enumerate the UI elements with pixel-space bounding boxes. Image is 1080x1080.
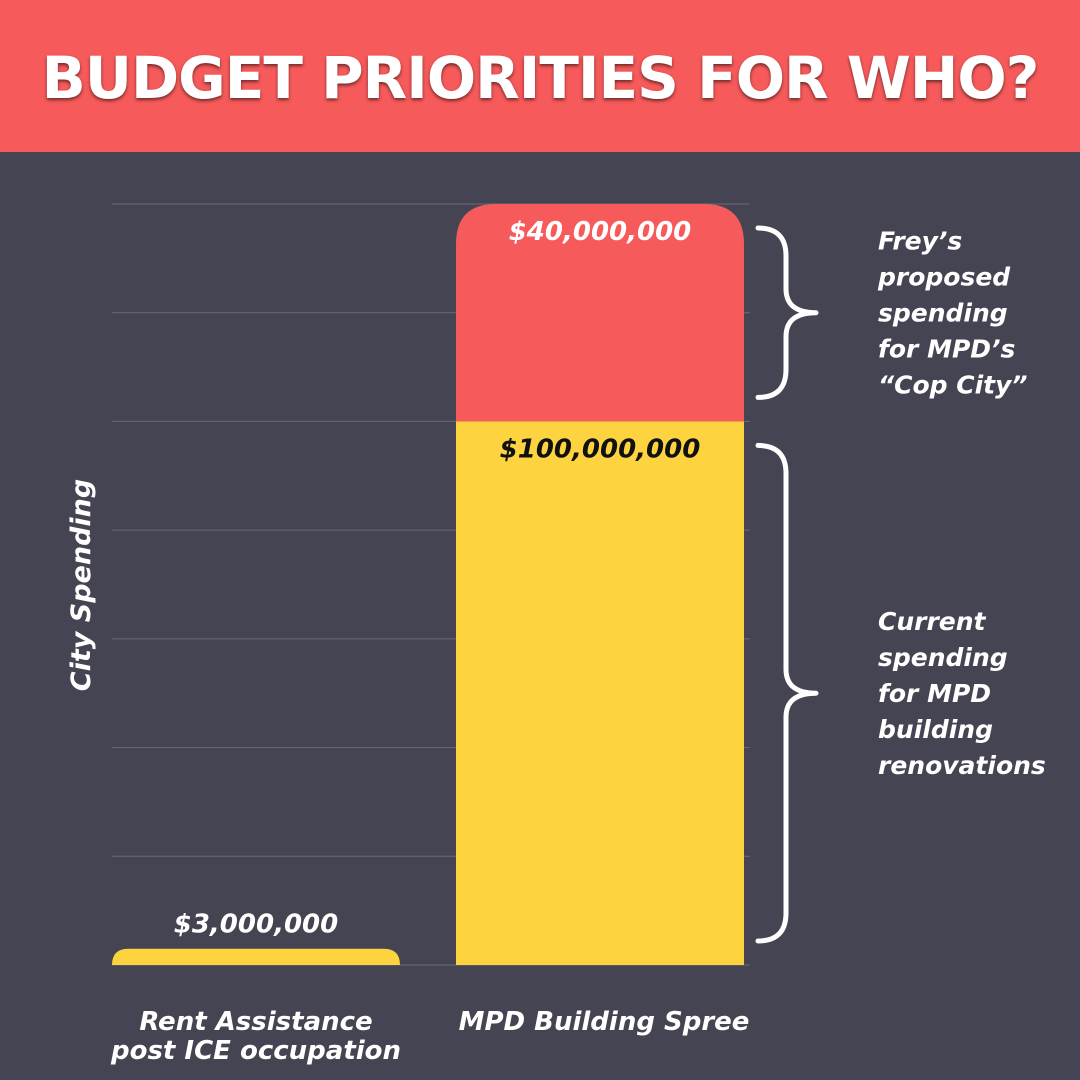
x-tick-label: MPD Building Spree: [459, 1007, 750, 1037]
x-tick-label: post ICE occupation: [110, 1036, 401, 1066]
annotation-text: “Cop City”: [878, 371, 1028, 400]
data-label: $100,000,000: [500, 434, 701, 464]
curly-brace: [755, 225, 819, 400]
annotation-text: Frey’s: [878, 227, 962, 256]
y-axis-label: City Spending: [66, 479, 97, 691]
annotation-text: for MPD’s: [878, 335, 1015, 364]
bar-segment: [456, 421, 744, 965]
data-label: $40,000,000: [509, 217, 692, 247]
page-title: BUDGET PRIORITIES FOR WHO?: [41, 44, 1040, 112]
annotation-text: proposed: [877, 263, 1011, 292]
annotation-text: Current: [878, 607, 987, 636]
bar-segment: [456, 204, 744, 422]
data-label: $3,000,000: [174, 910, 338, 940]
annotation-text: building: [878, 715, 993, 744]
bar-segment: [112, 948, 400, 965]
annotation-text: for MPD: [878, 679, 991, 708]
title-banner: [0, 0, 1080, 152]
x-tick-label: Rent Assistance: [139, 1007, 372, 1037]
annotation-text: spending: [878, 299, 1008, 328]
curly-brace: [755, 442, 819, 944]
annotation-text: renovations: [878, 751, 1046, 780]
annotation-text: spending: [878, 643, 1008, 672]
